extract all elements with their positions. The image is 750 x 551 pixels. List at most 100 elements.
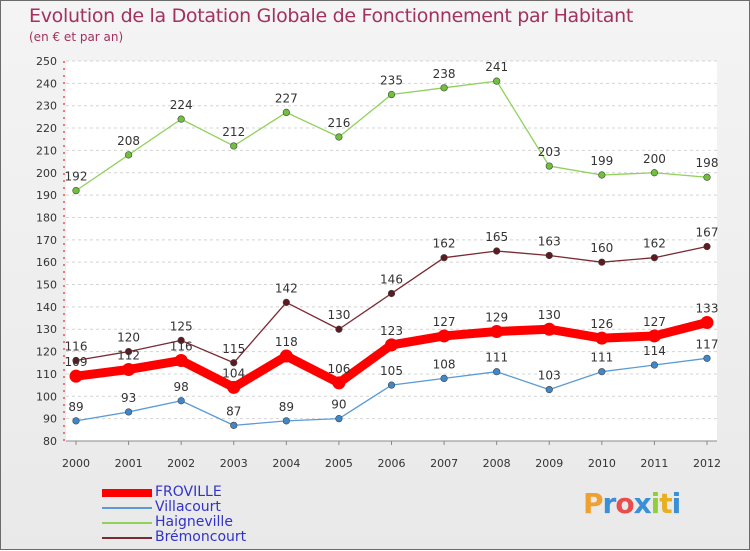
x-tick-label: 2000 [62,457,90,470]
data-point [493,247,501,255]
x-tick-label: 2010 [588,457,616,470]
data-point [703,354,711,362]
legend-label: Haigneville [155,514,233,530]
data-label: 199 [590,154,613,168]
x-tick-label: 2009 [535,457,563,470]
data-point [647,329,661,343]
y-tick-label: 130 [36,323,57,336]
data-label: 118 [275,335,298,349]
y-tick-label: 250 [36,55,57,68]
data-point [174,354,188,368]
data-point [387,289,396,298]
data-point [598,368,606,376]
data-label: 108 [433,357,456,371]
data-point [440,254,448,262]
data-point [177,115,185,123]
data-point [282,417,290,425]
data-label: 198 [696,156,719,170]
data-label: 127 [433,315,456,329]
data-label: 212 [222,125,245,139]
data-point [437,329,451,343]
data-label: 87 [226,404,241,418]
data-label: 98 [174,380,189,394]
data-point [177,336,185,345]
data-label: 130 [327,308,350,322]
data-label: 129 [485,310,508,324]
data-point [650,361,659,369]
legend-label: Brémoncourt [155,529,247,545]
data-label: 117 [696,337,719,351]
y-tick-label: 180 [36,211,57,224]
y-tick-label: 200 [36,167,57,180]
data-point [69,369,83,383]
data-point [650,254,659,262]
data-label: 130 [538,308,561,322]
data-point [545,385,553,394]
y-tick-label: 230 [36,100,57,113]
data-point [703,242,711,251]
data-point [493,368,501,376]
data-label: 109 [65,355,88,369]
x-tick-label: 2006 [378,457,406,470]
data-label: 241 [485,60,508,74]
x-tick-label: 2012 [693,457,721,470]
legend-label: Villacourt [155,499,221,515]
y-tick-label: 160 [36,256,57,269]
data-point [227,380,241,394]
data-point [332,376,346,390]
data-label: 111 [590,351,613,365]
y-tick-label: 190 [36,189,57,202]
y-tick-label: 150 [36,279,57,292]
data-point [542,322,556,336]
data-point [700,316,714,330]
data-label: 208 [117,134,140,148]
data-point [385,338,398,352]
data-point [545,251,553,260]
data-point [387,381,396,389]
x-tick-label: 2005 [325,457,353,470]
data-point [545,162,553,170]
data-label: 192 [65,170,88,184]
y-tick-label: 100 [36,390,57,403]
chart-title: Evolution de la Dotation Globale de Fonc… [29,5,634,27]
y-tick-label: 210 [36,144,57,157]
data-point [124,347,133,356]
data-label: 165 [485,230,508,244]
x-tick-label: 2001 [115,457,143,470]
data-point [72,417,80,425]
data-point [598,171,606,179]
data-label: 162 [433,237,456,251]
data-label: 216 [327,116,350,130]
data-point [595,331,609,345]
y-tick-label: 80 [43,435,57,448]
data-label: 142 [275,281,298,295]
data-point [650,169,659,177]
legend-label: FROVILLE [155,484,222,500]
data-label: 133 [696,302,719,316]
data-point [440,374,448,383]
x-tick-label: 2003 [220,457,248,470]
data-label: 127 [643,315,666,329]
data-label: 89 [279,400,294,414]
x-tick-label: 2011 [640,457,668,470]
data-label: 235 [380,74,403,88]
data-point [598,258,606,266]
data-point [335,133,343,141]
y-tick-label: 170 [36,234,57,247]
y-tick-label: 140 [36,301,57,314]
data-point [440,84,448,92]
x-tick-label: 2007 [430,457,458,470]
data-label: 160 [590,241,613,255]
data-label: 116 [170,340,193,354]
data-label: 114 [643,344,666,358]
data-label: 146 [380,272,403,286]
data-point [72,187,80,195]
data-label: 115 [222,342,245,356]
data-point [490,324,504,338]
data-label: 203 [538,145,561,159]
data-label: 116 [65,340,88,354]
data-point [124,408,133,416]
data-point [279,349,293,363]
